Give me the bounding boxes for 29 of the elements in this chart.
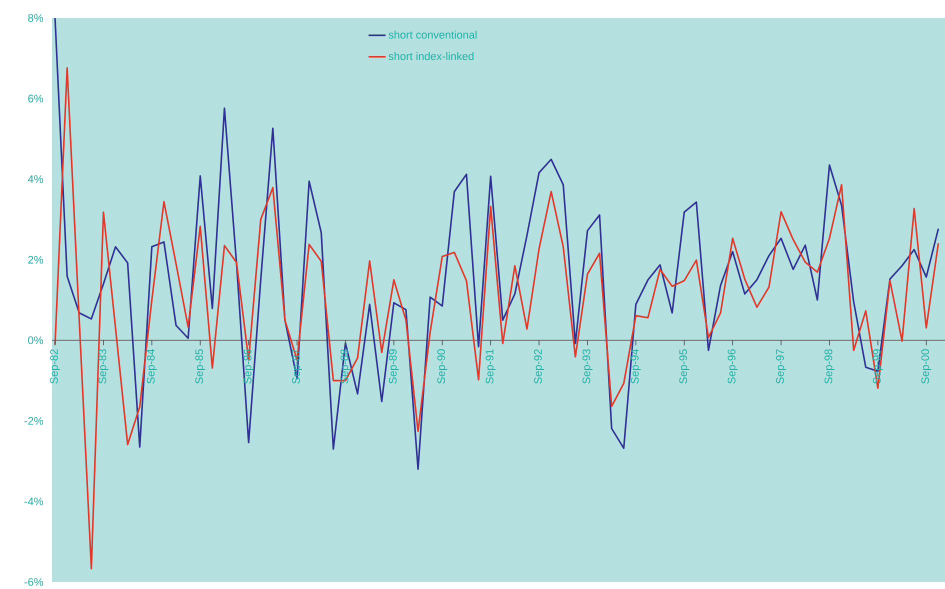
x-tick-label: Sep-88 [340,349,350,384]
x-tick-label: Sep-85 [195,349,206,384]
y-tick-label: 0% [28,336,44,344]
x-tick-label: Sep-82 [50,349,60,384]
x-tick-label: Sep-98 [824,349,834,384]
y-tick-label: 6% [28,94,44,102]
y-tick-label: -2% [24,416,44,425]
x-tick-label: Sep-91 [486,349,496,384]
legend-label: short conventional [388,30,477,39]
y-tick-label: -4% [24,498,44,506]
x-tick-label: Sep-87 [292,349,302,384]
x-tick-label: Sep-97 [776,349,786,384]
x-tick-label: Sep-84 [146,349,157,384]
x-tick-label: Sep-94 [630,349,641,384]
x-tick-label: Sep-86 [244,349,254,384]
x-tick-label: Sep-93 [582,349,592,384]
x-tick-label: Sep-92 [534,349,544,384]
y-tick-label: 2% [28,256,44,264]
y-tick-label: 8% [28,14,44,22]
y-tick-label: 4% [28,175,44,183]
x-tick-label: Sep-90 [437,349,448,384]
x-tick-label: Sep-83 [98,349,108,384]
x-tick-label: Sep-96 [728,349,738,384]
x-tick-label: Sep-99 [872,349,883,384]
x-tick-label: Sep-89 [388,349,399,384]
x-tick-label: Sep-00 [921,349,932,384]
x-tick-label: Sep-95 [679,349,690,384]
y-tick-label: -6% [24,578,44,586]
legend-label: short index-linked [388,52,474,60]
